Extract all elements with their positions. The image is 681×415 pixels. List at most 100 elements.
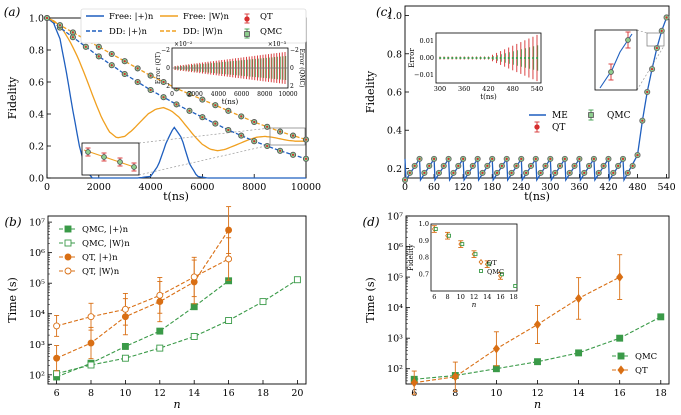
qt-marker xyxy=(481,171,484,175)
qt-marker xyxy=(227,128,230,132)
qt-marker xyxy=(253,120,256,124)
qt-marker xyxy=(84,45,87,48)
data-marker-3 xyxy=(121,305,129,313)
y-axis-label: Fidelity xyxy=(364,70,377,113)
qt-marker xyxy=(58,24,62,27)
inset-marker xyxy=(536,57,538,59)
data-marker-1 xyxy=(87,361,95,369)
inset-x-label: t(ns) xyxy=(480,93,497,101)
qt-marker xyxy=(175,103,178,106)
data-marker-0 xyxy=(190,303,198,311)
inset-marker xyxy=(491,57,494,59)
inset-marker xyxy=(447,57,450,59)
inset-x-tick-label: 4000 xyxy=(211,91,226,98)
qt-marker xyxy=(227,109,230,112)
qt-marker xyxy=(558,164,562,167)
inset-qmc-marker xyxy=(500,272,504,277)
data-marker-2 xyxy=(225,226,233,234)
zoom-inset xyxy=(81,142,140,176)
y-tick-label: 0.8 xyxy=(29,46,44,57)
qt-marker xyxy=(149,88,152,92)
qt-marker xyxy=(408,171,411,175)
qt-marker xyxy=(304,157,308,160)
legend-marker xyxy=(617,365,625,375)
qmc-marker xyxy=(131,164,137,170)
inset-x-tick-label: 0 xyxy=(170,91,174,98)
qt-marker xyxy=(650,67,654,71)
data-marker-0 xyxy=(121,342,129,350)
inset-marker xyxy=(439,57,441,59)
qt-marker xyxy=(636,153,639,157)
inset-qmc-marker xyxy=(486,262,491,267)
inset-y-tick-label: 0.01 xyxy=(420,37,434,45)
qt-marker xyxy=(437,171,441,175)
x-tick-label: 60 xyxy=(428,182,440,193)
inset-y-tick-label: −0.01 xyxy=(414,71,434,79)
inset-x-tick-label: 10000 xyxy=(278,91,297,98)
qt-marker xyxy=(291,153,295,156)
qt-marker xyxy=(201,116,204,119)
inset-marker xyxy=(523,57,526,59)
panel-d: 6 8 10 12 14 16 18 10² 10³ 10⁴ 10⁵ 10⁶ 10⁷ n Time (s) (… xyxy=(362,212,670,411)
qt-marker xyxy=(71,31,74,34)
qt-marker xyxy=(418,157,421,160)
y-tick-label: 0.6 xyxy=(29,78,44,89)
y-tick-label: 10⁶ xyxy=(29,248,45,259)
inset-scale-left: ×10⁻² xyxy=(174,41,193,48)
data-marker-0 xyxy=(616,334,624,342)
x-tick-label: 16 xyxy=(614,388,626,399)
legend-label: QT xyxy=(635,366,648,376)
y-tick-label: 10⁵ xyxy=(29,279,45,290)
inset-qmc-marker xyxy=(447,233,451,238)
x-tick-label: 14 xyxy=(188,388,200,399)
legend-label: Free: |W⟩n xyxy=(183,12,230,22)
x-tick-label: 10 xyxy=(490,388,502,399)
data-marker-1 xyxy=(575,293,583,304)
x-tick-label: 300 xyxy=(541,182,559,193)
data-marker-0 xyxy=(534,358,541,366)
qt-marker xyxy=(525,171,528,175)
inset-y-tick-label: 0.7 xyxy=(419,270,429,278)
inset-legend-qt xyxy=(478,258,484,266)
qt-marker xyxy=(520,157,523,160)
error-inset: 300 360 420 480 540 t(ns) −0.01 0.00 0.01 Error xyxy=(408,32,543,101)
inset-marker xyxy=(443,57,446,59)
zoom-box xyxy=(646,32,665,47)
inset-y-tick-label: 1.0 xyxy=(419,220,429,228)
series-line-0 xyxy=(56,280,229,378)
inset-y-label-right: Error (QMC) xyxy=(298,49,305,88)
y-axis-label: Time (s) xyxy=(6,277,19,323)
data-marker-3 xyxy=(190,273,198,281)
qt-marker xyxy=(188,92,191,96)
qt-marker xyxy=(587,164,591,167)
qt-marker xyxy=(529,164,533,167)
inset-x-tick-label: 300 xyxy=(434,85,446,93)
qt-marker xyxy=(214,104,217,107)
qt-marker xyxy=(188,109,191,112)
data-marker-1 xyxy=(225,317,233,324)
legend-marker xyxy=(64,225,72,233)
qt-marker xyxy=(578,157,581,160)
x-tick-label: 8 xyxy=(452,388,458,399)
legend: QMC QT xyxy=(612,352,657,376)
data-marker-1 xyxy=(259,298,267,306)
inset-y-label: Error xyxy=(408,48,416,68)
inset-x-tick-label: 16 xyxy=(496,293,504,301)
x-tick-label: 10 xyxy=(119,388,131,399)
qt-marker xyxy=(607,157,610,160)
qt-marker xyxy=(621,157,625,160)
inset-y-tick-label: 0.9 xyxy=(419,237,429,245)
inset-x-tick-label: 12 xyxy=(470,293,478,301)
x-tick-label: 8 xyxy=(88,388,94,399)
qt-marker xyxy=(123,60,126,63)
y-tick-label: 1.0 xyxy=(29,14,44,25)
legend-marker xyxy=(64,253,72,261)
qmc-marker xyxy=(85,149,91,155)
qt-marker xyxy=(626,171,629,175)
qt-marker xyxy=(568,171,571,175)
x-tick-label: 18 xyxy=(257,388,269,399)
qt-marker xyxy=(539,171,542,175)
legend-qt-marker xyxy=(534,124,540,130)
legend-label: QMC xyxy=(607,111,631,121)
